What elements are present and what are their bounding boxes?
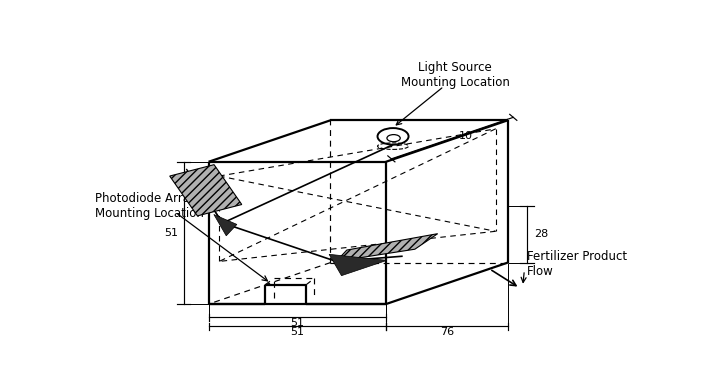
Text: 51: 51 (290, 318, 304, 328)
Text: 51: 51 (290, 327, 304, 336)
Text: 10: 10 (459, 131, 473, 141)
Polygon shape (169, 165, 242, 216)
Polygon shape (329, 254, 387, 276)
Text: 51: 51 (164, 228, 178, 238)
Polygon shape (214, 214, 237, 236)
Text: 28: 28 (534, 229, 548, 239)
Text: Light Source
Mounting Location: Light Source Mounting Location (400, 61, 510, 89)
Text: 76: 76 (440, 327, 454, 336)
Text: Fertilizer Product
Flow: Fertilizer Product Flow (527, 250, 627, 278)
Text: Photodiode Array
Mounting Location: Photodiode Array Mounting Location (95, 192, 204, 220)
Polygon shape (336, 234, 438, 261)
